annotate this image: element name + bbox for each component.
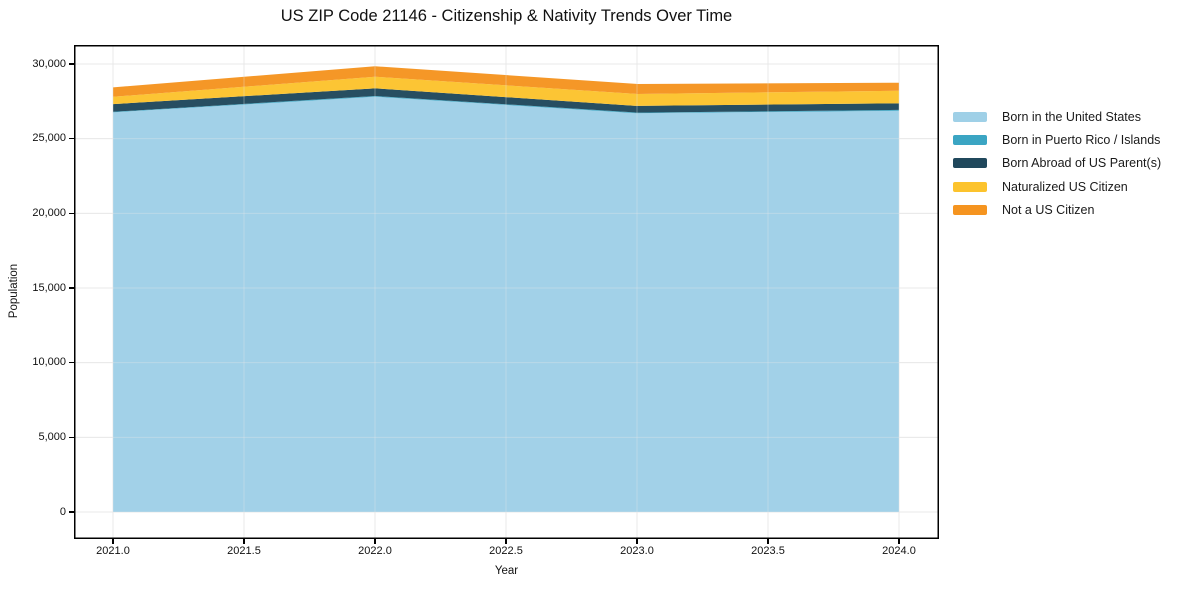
y-tick-mark — [69, 361, 74, 364]
y-tick-mark — [69, 137, 74, 140]
x-tick-label: 2022.5 — [489, 545, 523, 557]
x-tick-mark — [112, 539, 114, 544]
x-axis-label: Year — [494, 565, 519, 577]
chart-title: US ZIP Code 21146 - Citizenship & Nativi… — [280, 7, 733, 25]
y-tick-label: 20,000 — [32, 206, 66, 219]
legend-item: Not a US Citizen — [953, 199, 1161, 222]
y-tick-label: 30,000 — [32, 57, 66, 70]
legend-item: Born in the United States — [953, 105, 1161, 128]
y-tick-label: 5,000 — [38, 430, 66, 443]
y-tick-mark — [69, 212, 74, 215]
x-tick-mark — [374, 539, 376, 544]
x-tick-mark — [243, 539, 245, 544]
x-tick-label: 2023.0 — [620, 545, 654, 557]
legend-item: Naturalized US Citizen — [953, 175, 1161, 198]
legend-item: Born Abroad of US Parent(s) — [953, 152, 1161, 175]
y-tick-label: 15,000 — [32, 281, 66, 294]
y-tick-label: 0 — [59, 505, 66, 518]
y-tick-mark — [69, 511, 74, 513]
x-tick-label: 2024.0 — [882, 545, 916, 557]
y-tick-mark — [69, 436, 74, 439]
legend-label: Not a US Citizen — [1002, 203, 1095, 218]
stacked-area-chart — [74, 45, 939, 539]
x-tick-mark — [898, 539, 900, 544]
legend-label: Born in the United States — [1002, 109, 1141, 124]
legend-swatch-icon — [953, 181, 987, 192]
legend-swatch-icon — [953, 135, 987, 146]
legend-label: Born Abroad of US Parent(s) — [1002, 156, 1162, 171]
x-tick-mark — [636, 539, 638, 544]
legend-label: Naturalized US Citizen — [1002, 179, 1128, 194]
y-tick-mark — [69, 287, 74, 289]
legend-item: Born in Puerto Rico / Islands — [953, 128, 1161, 151]
x-tick-label: 2022.0 — [358, 545, 392, 557]
y-tick-mark — [69, 63, 74, 65]
y-tick-label: 25,000 — [32, 132, 66, 145]
y-tick-label: 10,000 — [32, 356, 66, 369]
legend: Born in the United States Born in Puerto … — [953, 105, 1161, 222]
x-tick-label: 2021.0 — [96, 545, 130, 557]
legend-swatch-icon — [953, 205, 987, 216]
x-tick-mark — [505, 539, 507, 544]
legend-label: Born in Puerto Rico / Islands — [1002, 133, 1161, 148]
plot-area — [74, 45, 939, 539]
legend-swatch-icon — [953, 158, 987, 169]
x-tick-mark — [767, 539, 769, 544]
x-tick-label: 2023.5 — [751, 545, 785, 557]
legend-swatch-icon — [953, 111, 987, 122]
x-tick-label: 2021.5 — [227, 545, 261, 557]
